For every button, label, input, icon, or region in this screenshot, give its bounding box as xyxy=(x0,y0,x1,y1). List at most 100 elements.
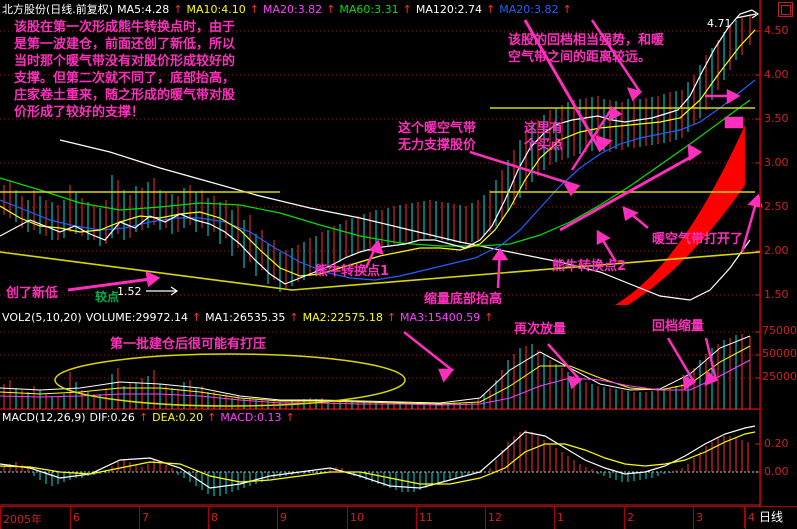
price-chart-canvas xyxy=(0,0,763,310)
date-tick-4: 9 xyxy=(280,511,287,524)
low-price-label: 1.52 xyxy=(117,285,142,298)
legend-ma20: MA20:3.82 xyxy=(262,3,323,16)
note-weak-band-l2: 无力支撑股价 xyxy=(398,138,477,153)
macd-histogram xyxy=(3,430,749,496)
note-weak-band: 这个暖空气带 无力支撑股价 xyxy=(398,120,476,154)
note-top-left-l1: 该股在第一次形成熊牛转换点时，由于 xyxy=(14,20,236,35)
macd-dif: DIF:0.26 xyxy=(89,411,135,424)
macd-tick-000: 0.00 xyxy=(764,465,789,478)
volume-tick-25000: 25000 xyxy=(762,370,797,383)
macd-dif-arrow: ↑ xyxy=(138,411,149,424)
legend-ma60: MA60:3.31 xyxy=(339,3,399,16)
note-band-open: 暖空气带打开了 xyxy=(652,232,744,247)
note-shrink-bottom: 缩量底部抬高 xyxy=(424,292,503,307)
ma5-line xyxy=(0,9,753,285)
volume-title: VOL2(5,10,20) xyxy=(2,311,82,324)
note-turn-1: 熊牛转换点1 xyxy=(315,264,390,279)
annotation-arrows xyxy=(67,19,763,292)
note-pullback-shrink: 回档缩量 xyxy=(652,319,705,334)
note-top-left-l6: 价形成了较好的支撑！ xyxy=(14,105,145,120)
price-tick-450: 4.50 xyxy=(764,24,789,37)
date-tick-3: 8 xyxy=(211,511,218,524)
volume-value: VOLUME:29972.14 xyxy=(85,311,188,324)
note-volume-again: 再次放量 xyxy=(514,322,567,337)
volume-ma1: MA1:26535.35 xyxy=(205,311,286,324)
ma60-line xyxy=(0,99,751,247)
vol-ma3-line xyxy=(0,359,751,406)
note-buy-point-l1: 这里有 xyxy=(524,121,564,136)
green-note-label: 较点 xyxy=(95,290,120,304)
price-tick-300: 3.00 xyxy=(764,156,789,169)
macd-tick-020: 0.20 xyxy=(764,437,789,450)
date-tick-9: 2 xyxy=(627,511,634,524)
date-tick-5: 10 xyxy=(350,511,364,524)
note-top-right-l2: 空气带之间的距离较远。 xyxy=(508,50,652,65)
volume-highlight-ellipse xyxy=(54,353,406,407)
note-top-left-l3: 当时那个暖气带没有对股价形成较好的 xyxy=(14,54,236,69)
volume-value-arrow: ↑ xyxy=(191,311,202,324)
legend-ma20b: MA20:3.82 xyxy=(499,3,559,16)
volume-annotation-arrows xyxy=(403,331,719,391)
price-tick-200: 2.00 xyxy=(764,244,789,257)
ma20-blue-line xyxy=(0,79,756,281)
volume-gridlines xyxy=(0,331,760,379)
volume-ma3-arrow: ↑ xyxy=(484,311,494,324)
period-selector[interactable]: 日线 xyxy=(744,506,797,528)
date-tick-7: 12 xyxy=(488,511,502,524)
macd-chart-canvas xyxy=(0,410,762,506)
legend-title: 北方股份(日线.前复权) xyxy=(2,3,114,16)
date-tick-2: 7 xyxy=(142,511,149,524)
low-arrow-icon xyxy=(146,286,179,296)
volume-tick-50000: 50000 xyxy=(762,347,797,360)
date-tick-6: 11 xyxy=(419,511,433,524)
date-tick-0: 2005年 xyxy=(3,513,42,526)
peak-price-label: 4.71 xyxy=(707,17,732,30)
volume-legend: VOL2(5,10,20) VOLUME:29972.14 ↑ MA1:26535.3… xyxy=(2,311,497,324)
peak-arrow-icon xyxy=(735,9,760,19)
note-top-left-l2: 是第一波建仓，前面还创了新低，所以 xyxy=(14,37,236,52)
legend-ma120-arrow: ↑ xyxy=(486,3,496,16)
note-first-batch: 第一批建仓后很可能有打压 xyxy=(110,337,267,352)
legend-ma5-arrow: ↑ xyxy=(173,3,183,16)
legend-ma120: MA120:2.74 xyxy=(415,3,483,16)
macd-dea-arrow: ↑ xyxy=(207,411,217,424)
note-turn-2: 熊牛转换点2 xyxy=(552,259,627,274)
volume-ma2-arrow: ↑ xyxy=(386,311,397,324)
volume-ma2: MA2:22575.18 xyxy=(302,311,383,324)
note-top-right: 该股的回档相当强势，和暖 空气带之间的距离较远。 xyxy=(508,32,664,66)
legend-ma10: MA10:4.10 xyxy=(186,3,246,16)
macd-value-arrow: ↑ xyxy=(285,411,295,424)
price-tick-350: 3.50 xyxy=(764,112,789,125)
note-top-left: 该股在第一次形成熊牛转换点时，由于 是第一波建仓，前面还创了新低，所以 当时那个… xyxy=(14,19,235,121)
ma120-line xyxy=(59,139,751,301)
date-tick-8: 1 xyxy=(557,511,564,524)
macd-legend: MACD(12,26,9) DIF:0.26 ↑ DEA:0.20 ↑ MACD:0.13… xyxy=(2,411,299,424)
date-tick-10: 3 xyxy=(696,511,703,524)
note-top-left-l4: 支撑。但第二次就不同了，底部抬高， xyxy=(14,71,236,86)
legend-ma60-arrow: ↑ xyxy=(402,3,412,16)
macd-pane-top-border xyxy=(0,409,761,410)
price-tick-150: 1.50 xyxy=(764,288,789,301)
date-tick-1: 6 xyxy=(73,511,80,524)
macd-dif-line xyxy=(0,425,756,489)
restore-window-icon[interactable] xyxy=(778,2,793,17)
ma10-line xyxy=(0,29,756,277)
note-new-low: 创了新低 xyxy=(6,286,59,301)
macd-title: MACD(12,26,9) xyxy=(2,411,86,424)
volume-tick-75000: 75000 xyxy=(762,324,797,337)
note-top-right-l1: 该股的回档相当强势，和暖 xyxy=(508,33,665,48)
vol-ma2-line xyxy=(0,345,751,405)
date-axis: 2005年 6 7 8 9 10 11 12 1 2 3 4 xyxy=(0,506,797,529)
volume-ma3: MA3:15400.59 xyxy=(400,311,481,324)
price-tick-250: 2.50 xyxy=(764,200,789,213)
warm-band-fill xyxy=(615,125,745,305)
note-weak-band-l1: 这个暖空气带 xyxy=(398,121,477,136)
macd-value: MACD:0.13 xyxy=(220,411,282,424)
axis-divider xyxy=(760,0,761,506)
legend-ma10-arrow: ↑ xyxy=(249,3,259,16)
trend-support-lines xyxy=(0,107,761,291)
macd-dea: DEA:0.20 xyxy=(152,411,204,424)
note-buy-point-l2: 个买点 xyxy=(524,138,564,153)
price-legend: 北方股份(日线.前复权) MA5:4.28 ↑ MA10:4.10 ↑ MA20:3.82… xyxy=(2,3,576,16)
